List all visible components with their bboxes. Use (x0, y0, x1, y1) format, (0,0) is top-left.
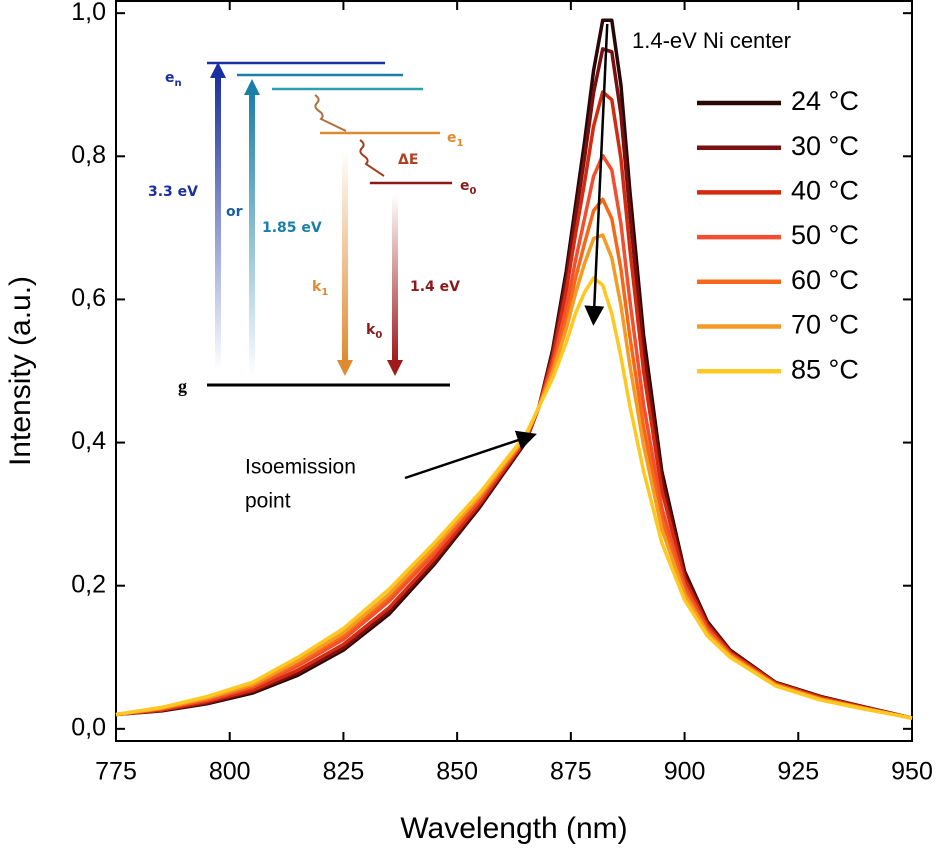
data-line (115, 90, 913, 720)
legend-label: 85 °C (791, 354, 859, 384)
y-tick-label: 0,6 (71, 284, 106, 312)
label: 1.4 eV (410, 279, 460, 295)
x-axis-title: Wavelength (nm) (400, 812, 627, 845)
arrow-head (244, 79, 260, 95)
legend-label: 24 °C (791, 86, 859, 116)
relaxation (314, 94, 347, 132)
label: e0 (460, 178, 477, 197)
x-tick-label: 850 (436, 758, 478, 786)
annotation: Isoemission (245, 456, 356, 479)
x-tick-label: 925 (777, 758, 819, 786)
label: or (226, 204, 243, 220)
label: en (165, 70, 182, 89)
legend-label: 50 °C (791, 220, 859, 250)
annotation: point (245, 490, 291, 513)
x-tick-label: 875 (550, 758, 592, 786)
y-tick-label: 0,2 (71, 570, 106, 598)
plot-frame (115, 0, 913, 742)
legend-label: 70 °C (791, 310, 859, 340)
arrow-head (210, 62, 226, 78)
x-tick-label: 900 (664, 758, 706, 786)
annotation-arrow (404, 430, 537, 480)
label: 1.85 eV (262, 220, 322, 236)
arrow (342, 150, 348, 362)
data-line (115, 233, 913, 720)
label: k0 (366, 322, 382, 341)
data-line (115, 153, 913, 720)
y-axis-title: Intensity (a.u.) (4, 276, 37, 466)
label: g (178, 376, 187, 396)
x-tick-label: 800 (209, 758, 251, 786)
x-tick-label: 825 (323, 758, 365, 786)
arrow-head (387, 360, 403, 376)
data-line (115, 276, 913, 720)
relaxation (359, 139, 385, 177)
label: 3.3 eV (148, 184, 198, 200)
x-tick-label: 950 (891, 758, 933, 786)
label: k1 (312, 279, 328, 298)
legend-label: 60 °C (791, 265, 859, 295)
energy-diagram: en 3.3 eV or 1.85 eV e1 ΔE e0 k1 1.4 eV … (148, 61, 477, 396)
x-tick-label: 775 (95, 758, 137, 786)
arrow-head (337, 360, 353, 376)
y-tick-label: 1,0 (71, 0, 106, 26)
legend-label: 40 °C (791, 176, 859, 206)
annotation: 1.4-eV Ni center (632, 28, 791, 53)
y-tick-label: 0,4 (71, 427, 106, 455)
label: e1 (447, 130, 464, 149)
label: ΔE (398, 152, 418, 168)
arrow (392, 195, 398, 362)
arrow (215, 75, 221, 370)
annotation-arrow (584, 23, 609, 326)
arrow (249, 92, 255, 377)
legend-label: 30 °C (791, 131, 859, 161)
y-tick-label: 0,8 (71, 141, 106, 169)
y-tick-label: 0,0 (71, 713, 106, 741)
